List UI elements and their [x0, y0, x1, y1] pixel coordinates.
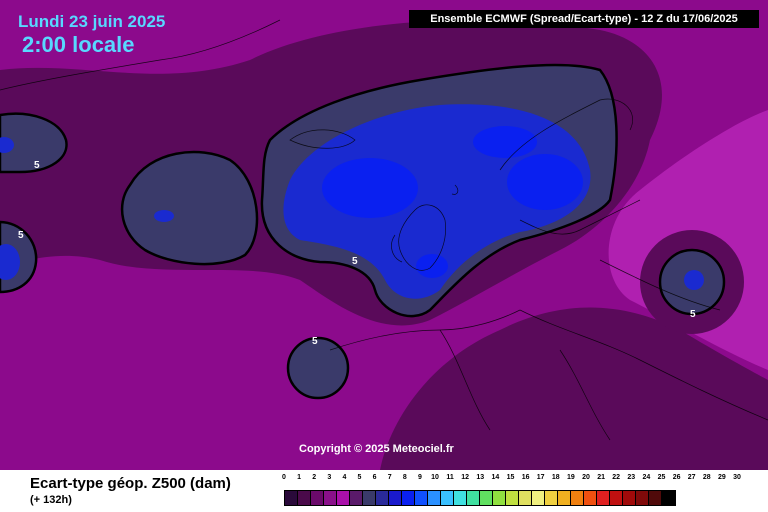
scale-swatch — [350, 491, 363, 505]
deep-blue-spot-2 — [473, 126, 537, 158]
scale-tick-label: 17 — [536, 474, 545, 481]
scale-swatch — [337, 491, 350, 505]
scale-tick-label: 11 — [446, 474, 454, 481]
scale-tick-label: 7 — [387, 474, 392, 481]
scale-tick-label: 8 — [402, 474, 407, 481]
scale-swatch — [324, 491, 337, 505]
scale-swatch — [441, 491, 454, 505]
contour-label-west: 5 — [34, 160, 40, 171]
scale-swatch — [584, 491, 597, 505]
scale-swatch — [623, 491, 636, 505]
scale-tick-label: 6 — [372, 474, 377, 481]
blue-spot-west — [154, 210, 174, 222]
slate-south-blob — [286, 336, 350, 400]
scale-swatch — [532, 491, 545, 505]
scale-tick-label: 28 — [702, 474, 711, 481]
scale-tick-label: 24 — [642, 474, 651, 481]
scale-swatches — [284, 490, 676, 506]
scale-tick-label: 4 — [342, 474, 347, 481]
scale-tick-label: 12 — [461, 474, 470, 481]
model-run-banner: Ensemble ECMWF (Spread/Ecart-type) - 12 … — [409, 10, 759, 28]
scale-tick-label: 2 — [312, 474, 317, 481]
lead-time: (+ 132h) — [30, 494, 72, 506]
scale-swatch — [376, 491, 389, 505]
scale-tick-label: 1 — [297, 474, 302, 481]
contour-label-east: 5 — [690, 309, 696, 320]
slate-west-region — [120, 150, 259, 266]
scale-tick-label: 15 — [506, 474, 515, 481]
scale-tick-label: 14 — [491, 474, 500, 481]
scale-tick-label: 21 — [597, 474, 605, 481]
scale-tick-label: 29 — [717, 474, 726, 481]
scale-swatch — [402, 491, 415, 505]
forecast-time: 2:00 locale — [22, 32, 135, 57]
scale-tick-label: 22 — [612, 474, 621, 481]
scale-tick-label: 20 — [582, 474, 590, 481]
scale-swatch — [389, 491, 402, 505]
contour-label-center: 5 — [352, 256, 358, 267]
scale-swatch — [519, 491, 532, 505]
forecast-date: Lundi 23 juin 2025 — [18, 12, 166, 31]
spread-map — [0, 0, 768, 470]
scale-swatch — [285, 491, 298, 505]
scale-swatch — [649, 491, 662, 505]
scale-tick-label: 27 — [687, 474, 696, 481]
scale-tick-label: 0 — [282, 474, 286, 481]
blue-spot-far-west — [0, 137, 14, 153]
contour-label-far-west: 5 — [18, 230, 24, 241]
scale-tick-label: 25 — [657, 474, 666, 481]
scale-swatch — [571, 491, 584, 505]
coastlines — [0, 19, 768, 441]
scale-tick-label: 5 — [357, 474, 362, 481]
scale-swatch — [454, 491, 467, 505]
scale-swatch — [298, 491, 311, 505]
scale-swatch — [662, 491, 675, 505]
scale-tick-label: 16 — [521, 474, 530, 481]
scale-tick-label: 10 — [431, 474, 439, 481]
scale-swatch — [558, 491, 571, 505]
scale-swatch — [597, 491, 610, 505]
scale-tick-label: 19 — [566, 474, 575, 481]
scale-swatch — [610, 491, 623, 505]
scale-tick-label: 30 — [733, 474, 741, 481]
copyright-notice: Copyright © 2025 Meteociel.fr — [299, 443, 454, 455]
deep-blue-spot-1 — [322, 158, 418, 218]
scale-swatch — [480, 491, 493, 505]
scale-swatch — [506, 491, 519, 505]
scale-swatch — [467, 491, 480, 505]
blue-spot-east — [684, 270, 704, 290]
scale-swatch — [493, 491, 506, 505]
scale-tick-label: 9 — [417, 474, 422, 481]
scale-tick-label: 26 — [672, 474, 681, 481]
deep-blue-spot-3 — [507, 154, 583, 210]
scale-swatch — [415, 491, 428, 505]
scale-swatch — [545, 491, 558, 505]
dark-purple-southeast — [380, 307, 768, 470]
scale-tick-label: 18 — [551, 474, 560, 481]
scale-swatch — [363, 491, 376, 505]
variable-title: Ecart-type géop. Z500 (dam) — [30, 475, 231, 492]
scale-tick-label: 23 — [627, 474, 636, 481]
scale-swatch — [428, 491, 441, 505]
scale-swatch — [636, 491, 649, 505]
slate-far-west-top — [0, 112, 68, 174]
contour-label-south: 5 — [312, 336, 318, 347]
scale-tick-label: 3 — [327, 474, 332, 481]
scale-tick-label: 13 — [476, 474, 485, 481]
scale-swatch — [311, 491, 324, 505]
blue-spot-far-west-2 — [0, 244, 20, 280]
